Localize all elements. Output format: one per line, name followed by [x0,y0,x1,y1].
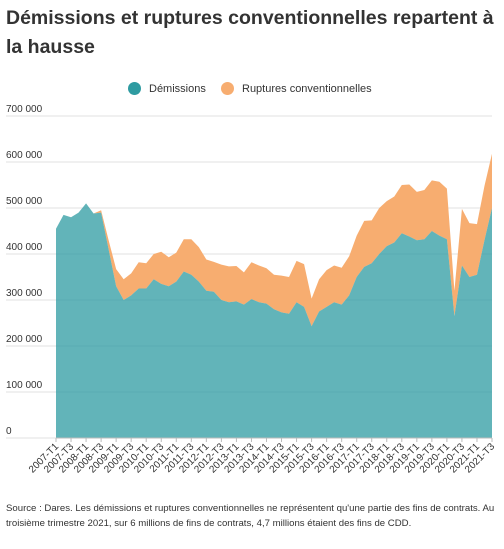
source-note: Source : Dares. Les démissions et ruptur… [6,503,495,529]
y-tick-label: 0 [6,426,12,437]
y-tick-label: 600 000 [6,150,43,161]
legend-item-demissions[interactable]: Démissions [128,82,206,95]
legend-item-ruptures[interactable]: Ruptures conventionnelles [221,82,372,95]
area-ruptures-conventionnelles [56,153,492,327]
y-tick-label: 700 000 [6,104,43,115]
legend-label-ruptures: Ruptures conventionnelles [242,82,372,95]
area-demissions [56,203,492,438]
y-tick-label: 400 000 [6,242,43,253]
y-tick-label: 300 000 [6,288,43,299]
y-tick-label: 100 000 [6,380,43,391]
area-chart: 0 100 000 200 000 300 000 400 000 500 000 600 … [6,104,497,475]
legend-label-demissions: Démissions [149,82,206,95]
chart-title: Démissions et ruptures conventionnelles … [6,7,494,58]
y-tick-label: 500 000 [6,196,43,207]
legend-swatch-demissions [128,82,141,95]
legend-swatch-ruptures [221,82,234,95]
chart-legend: Démissions Ruptures conventionnelles [0,82,504,98]
y-tick-label: 200 000 [6,334,43,345]
